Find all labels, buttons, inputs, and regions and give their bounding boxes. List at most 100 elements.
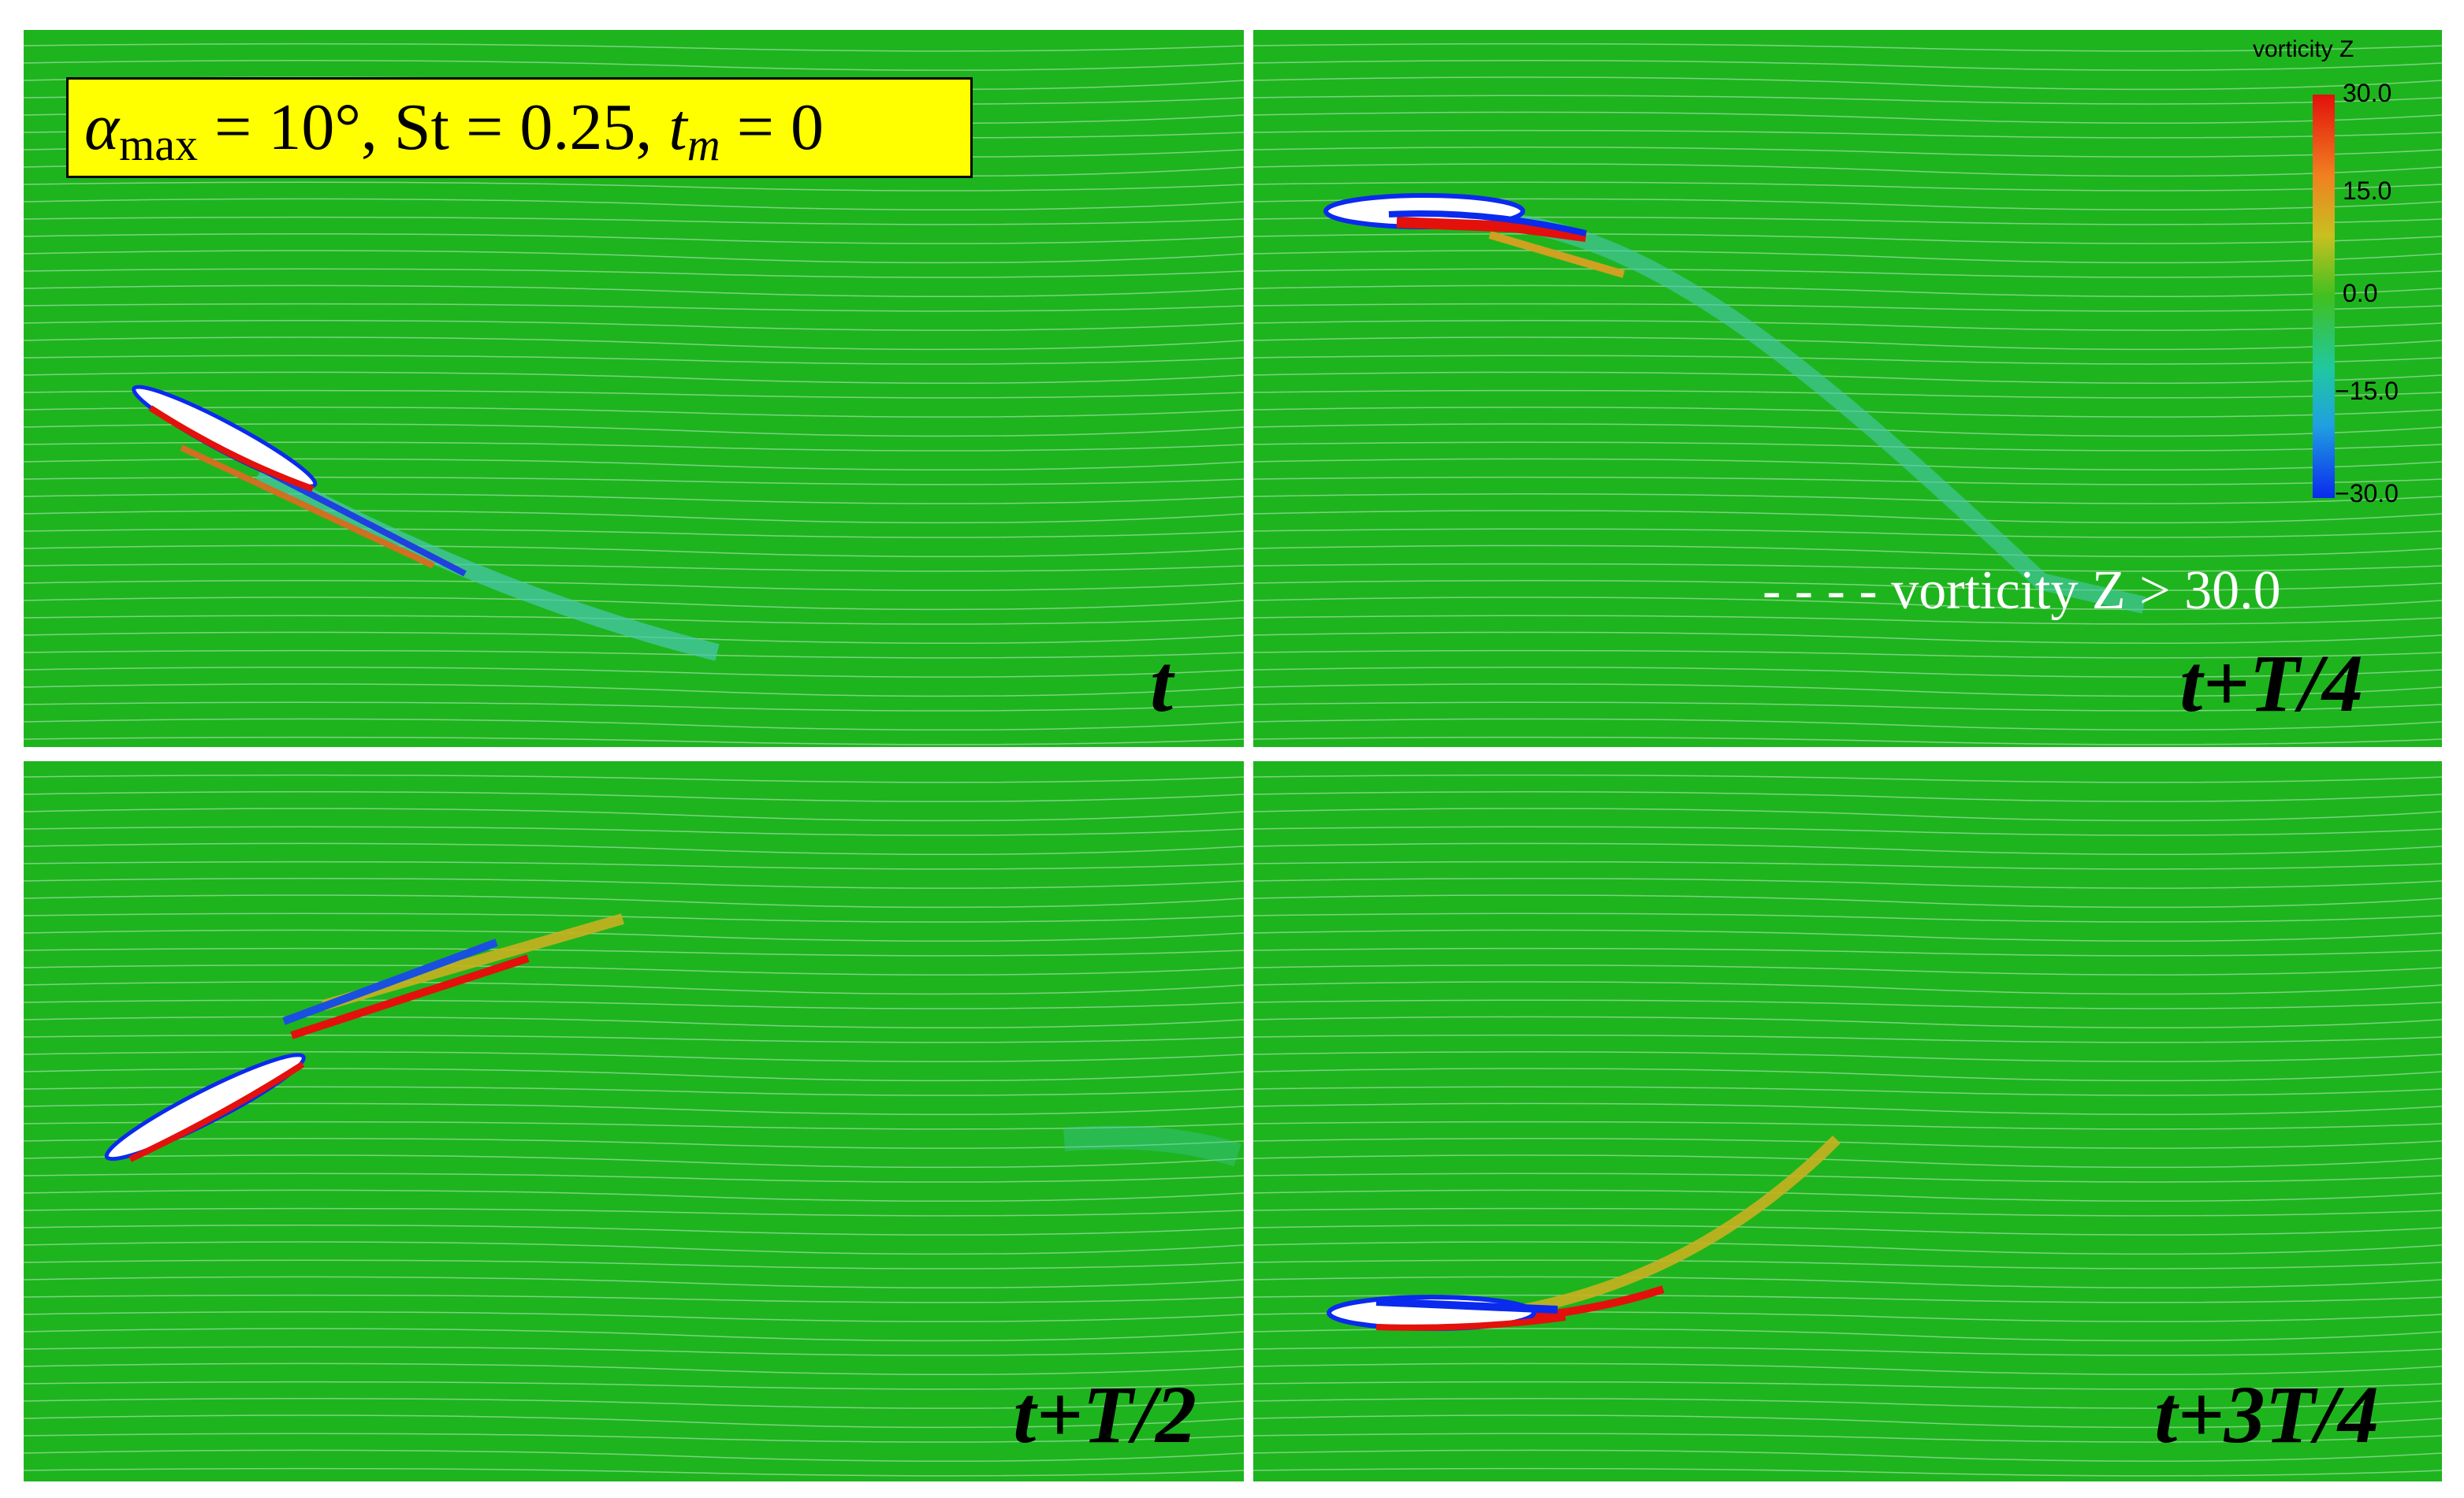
streamline <box>1253 861 2442 870</box>
streamline <box>24 1328 1244 1342</box>
parameter-box: αmax = 10°, St = 0.25, tm = 0 <box>66 77 973 178</box>
streamline <box>1253 563 2442 572</box>
streamline <box>1253 493 2442 504</box>
streamline <box>24 1016 1244 1029</box>
streamline <box>24 1259 1244 1269</box>
colorbar-tick: 15.0 <box>2343 177 2392 205</box>
streamline <box>24 389 1244 399</box>
flow-field-top-right <box>1253 43 2442 745</box>
streamline <box>24 947 1244 957</box>
alpha-subscript: max <box>119 119 198 170</box>
airfoil <box>1323 193 1587 242</box>
streamline <box>24 1449 1244 1463</box>
streamline <box>1253 76 2442 91</box>
streamline <box>24 1154 1244 1169</box>
streamline <box>1253 894 2442 909</box>
streamline <box>1253 545 2442 558</box>
streamline <box>24 1138 1244 1149</box>
streamline <box>24 1207 1244 1217</box>
streamline <box>24 965 1244 976</box>
streamline <box>24 1398 1244 1409</box>
time-label: t+T/4 <box>2179 638 2363 729</box>
airfoil <box>1327 1295 1566 1331</box>
streamline <box>24 683 1244 697</box>
streamline <box>1253 913 2442 923</box>
streamline <box>1253 147 2442 158</box>
streamline <box>1253 1467 2442 1477</box>
streamline <box>1253 1414 2442 1429</box>
streamline <box>1253 1294 2442 1303</box>
streamline <box>1253 320 2442 331</box>
streamline <box>1253 580 2442 591</box>
streamline <box>24 303 1244 312</box>
streamline <box>1253 528 2442 538</box>
t-symbol: t <box>668 91 687 164</box>
streamline <box>1253 1121 2442 1130</box>
colorbar <box>2313 95 2335 498</box>
streamline <box>1253 233 2442 244</box>
colorbar-tick: −15.0 <box>2335 377 2399 405</box>
wake-trail <box>1504 1136 1841 1318</box>
streamline <box>1253 389 2442 399</box>
streamline <box>1253 999 2442 1009</box>
streamline <box>24 1225 1244 1236</box>
streamline <box>24 216 1244 225</box>
streamline <box>24 336 1244 351</box>
streamline <box>1253 667 2442 678</box>
streamline <box>24 878 1244 889</box>
streamline <box>1253 510 2442 524</box>
streamline <box>1253 878 2442 889</box>
streamline <box>1253 597 2442 611</box>
panel-top-right: vorticity Z 30.0 15.0 0.0 −15.0 −30.0 - … <box>1253 30 2442 747</box>
wake-red <box>290 954 530 1039</box>
streamline <box>24 43 1244 52</box>
streamline <box>24 861 1244 870</box>
streamline <box>24 1034 1244 1043</box>
streamline <box>1253 1241 2442 1255</box>
streamline <box>1253 1433 2442 1443</box>
streamline <box>1253 1207 2442 1217</box>
streamline <box>24 1051 1244 1062</box>
streamline <box>1253 791 2442 802</box>
streamline <box>24 233 1244 244</box>
streamline <box>1253 826 2442 836</box>
streamline <box>1253 1381 2442 1390</box>
streamline <box>24 355 1244 365</box>
streamline <box>1253 631 2442 645</box>
streamline <box>24 615 1244 625</box>
streamline <box>24 1068 1244 1082</box>
streamline <box>24 268 1244 278</box>
streamline <box>1253 1016 2442 1029</box>
streamline <box>1253 1259 2442 1269</box>
streamline <box>1253 929 2442 942</box>
streamline <box>1253 163 2442 177</box>
streamline <box>1253 336 2442 351</box>
colorbar-title: vorticity Z <box>2253 36 2354 62</box>
colorbar-tick: −30.0 <box>2335 479 2399 507</box>
streamline <box>24 423 1244 437</box>
streamline <box>24 1362 1244 1376</box>
airfoil <box>104 1053 306 1162</box>
streamline <box>1253 701 2442 712</box>
streamline <box>1253 1276 2442 1289</box>
streamline <box>24 181 1244 191</box>
streamline <box>1253 284 2442 298</box>
streamline <box>1253 43 2442 52</box>
streamline <box>24 774 1244 783</box>
wake-red <box>180 444 435 569</box>
streamline <box>24 842 1244 856</box>
streamline <box>24 1121 1244 1130</box>
t-rest: = 0 <box>720 91 824 164</box>
streamline <box>24 476 1244 485</box>
streamline <box>24 580 1244 591</box>
alpha-symbol: α <box>84 91 120 164</box>
streamline <box>24 545 1244 558</box>
streamline <box>1253 1102 2442 1116</box>
streamline <box>24 1467 1244 1477</box>
streamline <box>1253 1449 2442 1463</box>
streamline <box>24 826 1244 836</box>
streamline <box>24 1381 1244 1390</box>
streamline <box>24 510 1244 524</box>
t-subscript: m <box>687 119 720 170</box>
time-label: t+3T/4 <box>2154 1370 2379 1460</box>
